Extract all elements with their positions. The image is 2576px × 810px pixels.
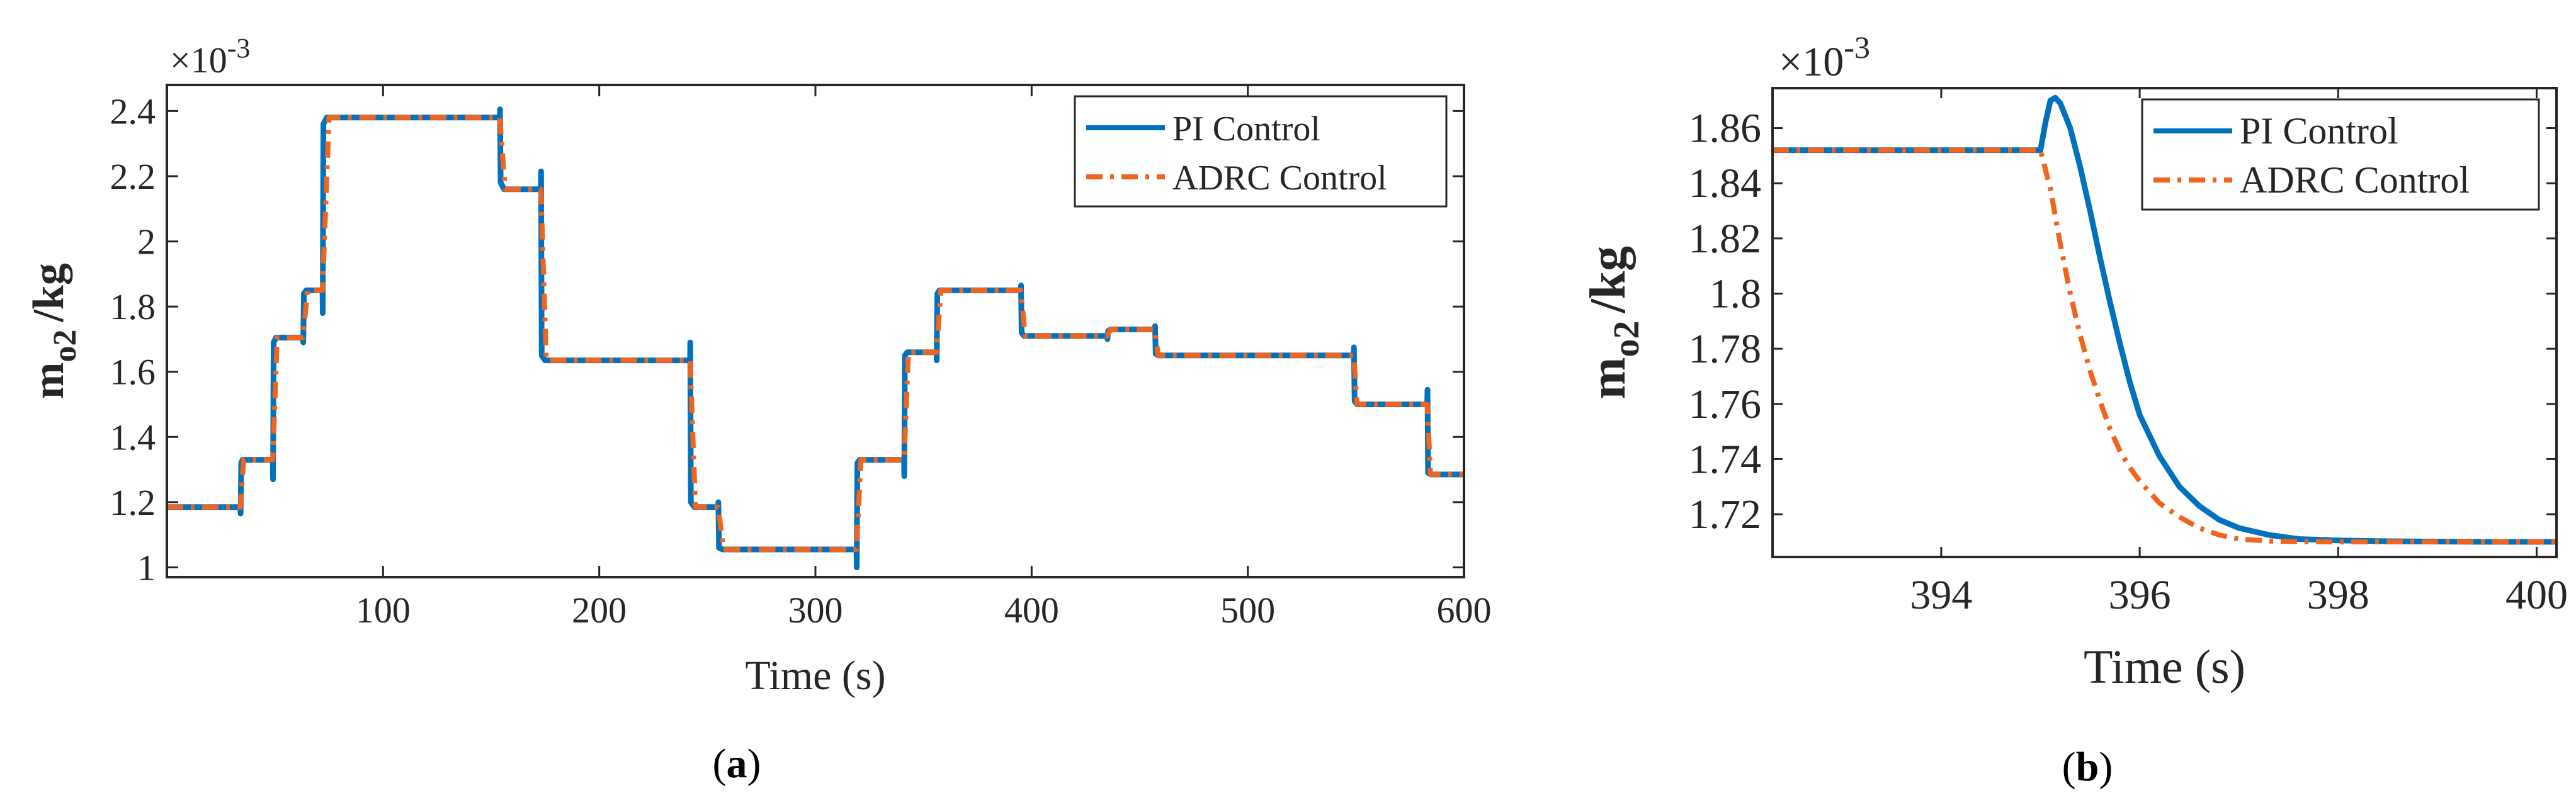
y-tick-label: 2.4: [110, 91, 156, 132]
x-tick-label: 100: [356, 590, 411, 631]
legend-label: ADRC Control: [1172, 159, 1387, 198]
y-exponent-power: -3: [227, 33, 251, 64]
y-axis-label: mo2/kg: [1580, 246, 1647, 399]
legend-label: PI Control: [2240, 110, 2398, 152]
y-label-subscript: o2: [1606, 321, 1647, 357]
y-tick-label: 1.6: [110, 352, 156, 393]
legend-box: [1074, 95, 1448, 208]
y-tick-label: 1.8: [110, 286, 156, 327]
legend-box: [2141, 98, 2540, 211]
y-tick-label: 1.76: [1689, 381, 1762, 427]
subfigure-caption: (a): [713, 741, 761, 787]
x-tick-label: 200: [572, 590, 627, 631]
series-line-adrc-control: [1773, 147, 2556, 544]
x-tick-label: 400: [2505, 572, 2568, 618]
y-tick-label: 2.2: [110, 156, 156, 197]
y-tick-label: 1.2: [110, 482, 156, 523]
chart-a: 100 200 300 400 500 600 1 1.2 1.4 1.6 1.8 2 2.2 2.4 ×1…: [25, 33, 1492, 787]
y-exponent-base: ×10: [1779, 39, 1844, 85]
axes-box: [1771, 87, 2558, 558]
y-label-unit: /kg: [1580, 246, 1636, 314]
x-tick-label: 398: [2307, 572, 2369, 618]
series-group: [167, 106, 1464, 570]
legend-label: ADRC Control: [2240, 159, 2470, 201]
y-tick-label: 1.72: [1689, 492, 1762, 537]
y-label-subscript: o2: [47, 330, 83, 363]
x-tick-label: 396: [2109, 572, 2171, 618]
caption-letter: a: [727, 741, 747, 787]
y-tick-label: 1: [137, 547, 156, 588]
y-exponent-label: ×10-3: [1779, 30, 1870, 85]
y-axis-label: mo2/kg: [25, 263, 83, 399]
legend: PI Control ADRC Control: [1074, 95, 1448, 208]
caption-letter: b: [2076, 744, 2099, 790]
y-tick-label: 1.82: [1689, 216, 1762, 262]
x-axis-label: Time (s): [745, 653, 885, 699]
y-exponent-label: ×10-3: [170, 33, 250, 81]
series-line-adrc-control: [167, 115, 1464, 552]
series-line-pi-control: [167, 106, 1464, 570]
y-tick-label: 1.8: [1710, 271, 1762, 317]
x-axis-label: Time (s): [2084, 641, 2245, 694]
y-tick-label: 1.86: [1689, 106, 1762, 152]
x-tick-label: 300: [788, 590, 843, 631]
x-tick-label: 394: [1910, 572, 1972, 618]
y-tick-label: 1.78: [1689, 326, 1762, 372]
legend: PI Control ADRC Control: [2141, 98, 2540, 211]
x-tick-label: 400: [1004, 590, 1059, 631]
y-tick-label: 1.74: [1689, 436, 1762, 482]
y-label-main: m: [1580, 357, 1636, 400]
x-tick-label: 500: [1220, 590, 1275, 631]
legend-label: PI Control: [1172, 110, 1320, 149]
y-tick-label: 1.4: [110, 417, 156, 458]
y-exponent-power: -3: [1844, 30, 1870, 65]
x-tick-label: 600: [1437, 590, 1492, 631]
subfigure-caption: (b): [2062, 744, 2113, 790]
y-exponent-base: ×10: [170, 40, 227, 81]
series-group: [1773, 94, 2556, 545]
chart-b: 394 396 398 400 1.72 1.74 1.76 1.78 1.8 1.82 1.84 1…: [1580, 30, 2568, 790]
y-label-unit: /kg: [25, 263, 73, 322]
y-tick-label: 2: [137, 222, 156, 262]
y-label-main: m: [25, 363, 73, 399]
y-tick-label: 1.84: [1689, 160, 1762, 206]
